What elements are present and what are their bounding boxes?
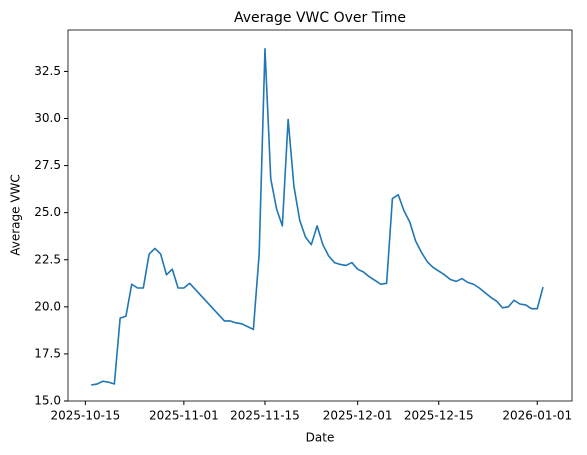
x-tick-label: 2025-11-15 — [230, 409, 300, 423]
y-tick-label: 22.5 — [34, 252, 61, 266]
y-tick-label: 25.0 — [34, 205, 61, 219]
x-tick-label: 2025-12-15 — [404, 409, 474, 423]
y-tick-label: 27.5 — [34, 158, 61, 172]
y-tick-label: 17.5 — [34, 346, 61, 360]
x-tick-label: 2025-12-01 — [323, 409, 393, 423]
x-tick-label: 2025-11-01 — [149, 409, 219, 423]
x-tick-label: 2026-01-01 — [502, 409, 572, 423]
y-tick-label: 32.5 — [34, 64, 61, 78]
line — [91, 48, 544, 386]
y-axis-label: Average VWC — [9, 174, 23, 256]
chart-title: Average VWC Over Time — [234, 10, 406, 26]
x-axis-label: Date — [306, 431, 335, 445]
y-tick-label: 20.0 — [34, 299, 61, 313]
y-tick-label: 15.0 — [34, 394, 61, 408]
y-tick-label: 30.0 — [34, 111, 61, 125]
x-tick-label: 2025-10-15 — [51, 409, 121, 423]
plot-frame — [67, 29, 573, 402]
